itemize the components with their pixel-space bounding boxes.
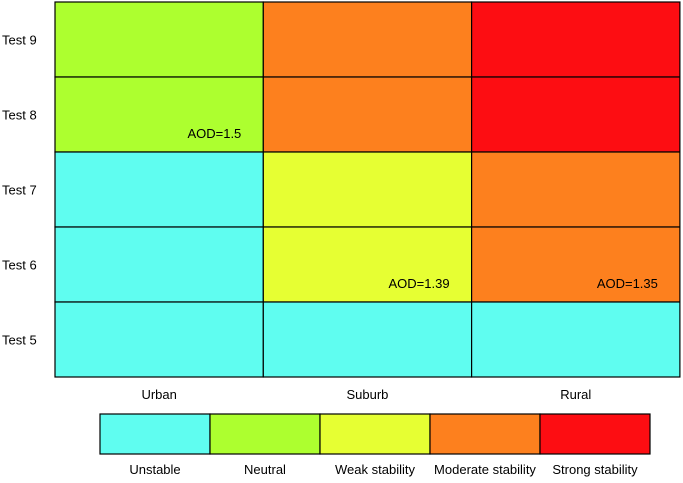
cell-test-5-urban bbox=[54, 301, 264, 378]
cell-test-9-suburb bbox=[262, 1, 473, 78]
cell-test-6-rural bbox=[471, 226, 681, 303]
cell-test-7-urban bbox=[54, 151, 264, 228]
column-label-rural: Rural bbox=[560, 387, 591, 402]
cell-test-5-rural bbox=[471, 301, 681, 378]
column-label-urban: Urban bbox=[141, 387, 176, 402]
cell-test-5-suburb bbox=[262, 301, 473, 378]
legend: Unstable Neutral Weak stability Moderate st… bbox=[99, 413, 651, 477]
cell-test-9-urban bbox=[54, 1, 264, 78]
legend-label-strong-stability: Strong stability bbox=[552, 462, 638, 477]
annotation-2: AOD=1.39 bbox=[389, 276, 450, 291]
legend-swatch-moderate-stability bbox=[429, 413, 541, 455]
heatmap-cells bbox=[54, 1, 681, 378]
legend-swatch-unstable bbox=[99, 413, 211, 455]
annotations: AOD=1.5 AOD=1.39 AOD=1.35 bbox=[187, 126, 657, 291]
row-label-test-6: Test 6 bbox=[2, 258, 37, 273]
legend-swatch-weak-stability bbox=[319, 413, 431, 455]
legend-label-neutral: Neutral bbox=[244, 462, 286, 477]
cell-test-8-suburb bbox=[262, 76, 473, 153]
legend-label-weak-stability: Weak stability bbox=[335, 462, 415, 477]
row-labels: Test 9 Test 8 Test 7 Test 6 Test 5 bbox=[2, 33, 37, 348]
column-label-suburb: Suburb bbox=[346, 387, 388, 402]
cell-test-6-urban bbox=[54, 226, 264, 303]
annotation-3: AOD=1.35 bbox=[597, 276, 658, 291]
legend-swatch-strong-stability bbox=[539, 413, 651, 455]
legend-label-moderate-stability: Moderate stability bbox=[434, 462, 536, 477]
annotation-1: AOD=1.5 bbox=[187, 126, 241, 141]
column-labels: Urban Suburb Rural bbox=[141, 387, 591, 402]
cell-test-7-rural bbox=[471, 151, 681, 228]
row-label-test-8: Test 8 bbox=[2, 108, 37, 123]
cell-test-8-rural bbox=[471, 76, 681, 153]
row-label-test-5: Test 5 bbox=[2, 333, 37, 348]
row-label-test-7: Test 7 bbox=[2, 183, 37, 198]
cell-test-7-suburb bbox=[262, 151, 473, 228]
cell-test-9-rural bbox=[471, 1, 681, 78]
legend-swatch-neutral bbox=[209, 413, 321, 455]
cell-test-6-suburb bbox=[262, 226, 473, 303]
cell-test-8-urban bbox=[54, 76, 264, 153]
legend-label-unstable: Unstable bbox=[129, 462, 180, 477]
row-label-test-9: Test 9 bbox=[2, 33, 37, 48]
